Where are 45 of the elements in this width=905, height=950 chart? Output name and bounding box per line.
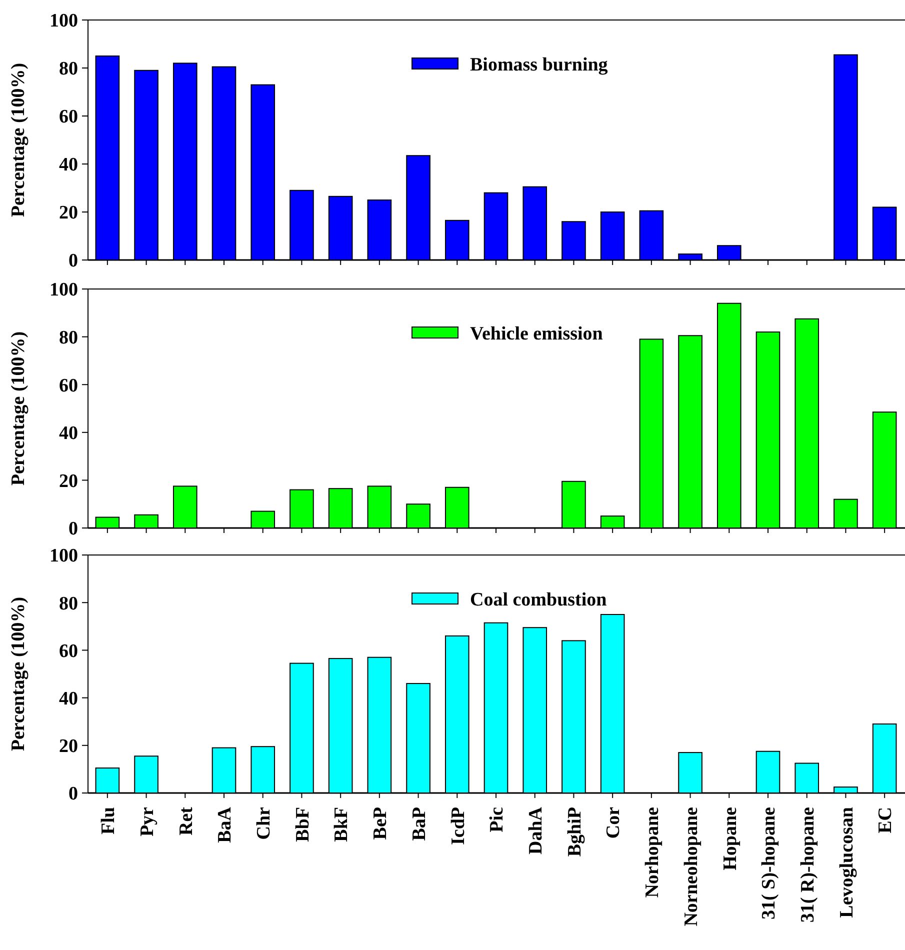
y-tick-label: 0 [68,784,78,805]
y-tick-label: 40 [59,688,78,710]
y-tick-label: 80 [59,593,78,614]
legend-label: Biomass burning [470,54,608,76]
x-tick-label: DahA [526,806,547,855]
x-tick-label: 31( S)-hopane [758,807,780,920]
y-tick-label: 60 [59,640,78,662]
legend-label: Coal combustion [470,590,608,611]
x-tick-label: Ret [176,806,197,836]
x-tick-label: BaP [408,806,430,841]
x-tick-label: BaA [214,806,236,843]
y-tick-label: 40 [59,154,78,176]
y-tick-label: 80 [59,58,78,80]
y-tick-label: 100 [50,280,78,301]
x-tick-label: BghiP [564,806,586,857]
x-tick-label: EC [875,807,896,834]
x-tick-label: Hopane [720,807,741,870]
y-tick-label: 100 [50,10,78,32]
legend-label: Vehicle emission [470,324,604,345]
x-tick-label: Levoglucosan [836,806,858,918]
x-tick-label: Cor [603,806,624,839]
x-tick-label: Pyr [136,806,158,837]
y-tick-label: 20 [59,470,78,492]
x-tick-label: Norhopane [642,807,664,898]
y-tick-label: 60 [59,375,78,396]
y-tick-label: 40 [59,423,78,444]
y-tick-label: 0 [68,518,78,540]
y-tick-label: 100 [50,546,78,567]
y-tick-label: 0 [68,250,78,272]
y-tick-label: 20 [59,736,78,758]
y-tick-label: 80 [59,327,78,348]
y-axis-title: Percentage (100%) [8,62,29,218]
x-tick-label: Pic [486,807,508,832]
x-tick-label: 31( R)-hopane [798,807,819,923]
y-axis-title: Percentage (100%) [8,596,29,752]
x-tick-label: Flu [98,806,120,834]
x-tick-label: BbF [292,807,314,842]
x-tick-label: BeP [370,806,392,840]
x-tick-label: Chr [254,806,275,840]
y-axis-title: Percentage (100%) [8,331,29,486]
x-tick-label: BkF [331,807,352,842]
y-tick-label: 20 [59,202,78,224]
x-tick-label: Norneohopane [680,807,702,926]
y-tick-label: 60 [59,106,78,128]
x-tick-label: IcdP [448,806,469,845]
